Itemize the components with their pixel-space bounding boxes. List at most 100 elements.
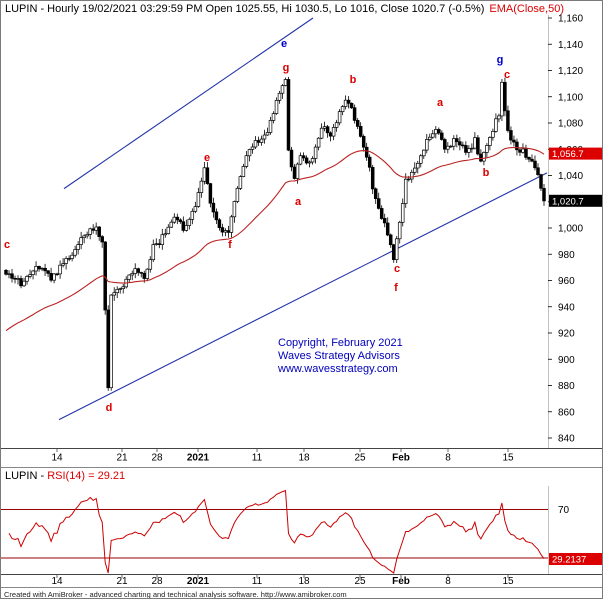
- candle-body[interactable]: [413, 167, 417, 173]
- candle-body[interactable]: [238, 176, 243, 189]
- candle-body[interactable]: [536, 167, 540, 175]
- candle-body[interactable]: [193, 206, 198, 212]
- candle-body[interactable]: [211, 202, 216, 213]
- candle-body[interactable]: [340, 106, 345, 112]
- candle-body[interactable]: [388, 234, 393, 246]
- candle-body[interactable]: [244, 155, 249, 167]
- candle-body[interactable]: [391, 244, 396, 260]
- candle-body[interactable]: [286, 79, 291, 151]
- candle-body[interactable]: [229, 216, 234, 233]
- candle-body[interactable]: [373, 188, 378, 199]
- candle-body[interactable]: [271, 113, 276, 121]
- candle-body[interactable]: [214, 211, 219, 221]
- candle-body[interactable]: [163, 233, 168, 236]
- candle-body[interactable]: [494, 118, 498, 132]
- candle-body[interactable]: [4, 269, 8, 275]
- candle-body[interactable]: [280, 85, 285, 94]
- candle-body[interactable]: [166, 226, 171, 234]
- candle-body[interactable]: [422, 149, 426, 157]
- candle-body[interactable]: [79, 237, 83, 245]
- candle-body[interactable]: [346, 99, 351, 104]
- candle-body[interactable]: [497, 115, 501, 120]
- candle-body[interactable]: [382, 218, 387, 224]
- candle-body[interactable]: [121, 286, 125, 289]
- candle-body[interactable]: [19, 278, 23, 287]
- candle-body[interactable]: [106, 309, 110, 389]
- candle-body[interactable]: [103, 241, 107, 311]
- candle-body[interactable]: [130, 273, 134, 276]
- candle-body[interactable]: [235, 187, 240, 202]
- candle-body[interactable]: [533, 160, 537, 169]
- candle-body[interactable]: [539, 174, 543, 189]
- candle-body[interactable]: [283, 79, 288, 86]
- candle-body[interactable]: [55, 273, 59, 276]
- candle-body[interactable]: [13, 277, 17, 280]
- candle-body[interactable]: [446, 145, 450, 150]
- candle-body[interactable]: [400, 203, 405, 223]
- candle-body[interactable]: [506, 110, 510, 131]
- candle-body[interactable]: [467, 148, 471, 153]
- candle-body[interactable]: [202, 167, 207, 182]
- candle-body[interactable]: [256, 140, 261, 143]
- candle-body[interactable]: [181, 221, 186, 231]
- candle-body[interactable]: [175, 216, 180, 221]
- candle-body[interactable]: [223, 230, 228, 233]
- candle-body[interactable]: [319, 127, 324, 139]
- candle-body[interactable]: [151, 244, 156, 261]
- candle-body[interactable]: [449, 145, 453, 148]
- candle-body[interactable]: [524, 148, 528, 158]
- candle-body[interactable]: [73, 249, 77, 256]
- candle-body[interactable]: [97, 226, 101, 237]
- candle-body[interactable]: [145, 268, 150, 279]
- candle-body[interactable]: [67, 258, 71, 260]
- candle-body[interactable]: [394, 238, 399, 260]
- candle-body[interactable]: [118, 288, 122, 290]
- candle-body[interactable]: [241, 166, 246, 177]
- candle-body[interactable]: [16, 278, 20, 280]
- candle-body[interactable]: [343, 99, 348, 107]
- candle-body[interactable]: [262, 134, 267, 140]
- candle-body[interactable]: [500, 81, 504, 117]
- candle-body[interactable]: [509, 130, 513, 141]
- candle-body[interactable]: [301, 155, 306, 159]
- candle-body[interactable]: [527, 157, 531, 160]
- candle-body[interactable]: [403, 178, 408, 204]
- candle-body[interactable]: [43, 267, 47, 272]
- candle-body[interactable]: [367, 156, 372, 168]
- candle-body[interactable]: [361, 136, 366, 148]
- candle-body[interactable]: [322, 126, 327, 129]
- candle-body[interactable]: [277, 92, 282, 101]
- candle-body[interactable]: [289, 149, 294, 168]
- candle-body[interactable]: [325, 126, 330, 134]
- candle-body[interactable]: [34, 266, 38, 272]
- candle-body[interactable]: [295, 163, 300, 179]
- candle-body[interactable]: [530, 158, 534, 162]
- candle-body[interactable]: [419, 155, 423, 164]
- candle-body[interactable]: [253, 140, 258, 148]
- candle-body[interactable]: [443, 139, 447, 150]
- candle-body[interactable]: [208, 183, 213, 204]
- candle-body[interactable]: [410, 171, 414, 180]
- candle-body[interactable]: [178, 219, 183, 223]
- candle-body[interactable]: [268, 120, 273, 133]
- candle-body[interactable]: [364, 146, 369, 158]
- candle-body[interactable]: [406, 178, 411, 181]
- candle-body[interactable]: [521, 148, 525, 153]
- candle-body[interactable]: [205, 167, 210, 184]
- candle-body[interactable]: [127, 274, 131, 280]
- candle-body[interactable]: [85, 234, 89, 237]
- candle-body[interactable]: [169, 221, 174, 228]
- candle-body[interactable]: [310, 158, 315, 163]
- candle-body[interactable]: [226, 230, 231, 233]
- candle-body[interactable]: [397, 221, 402, 240]
- candle-body[interactable]: [172, 216, 177, 223]
- candle-body[interactable]: [40, 267, 44, 270]
- candle-body[interactable]: [259, 138, 264, 143]
- candle-body[interactable]: [115, 289, 119, 294]
- candle-body[interactable]: [136, 268, 140, 273]
- candle-body[interactable]: [220, 227, 225, 233]
- candle-body[interactable]: [358, 126, 363, 137]
- candle-body[interactable]: [274, 100, 279, 114]
- candle-body[interactable]: [250, 146, 255, 150]
- candle-body[interactable]: [49, 273, 53, 281]
